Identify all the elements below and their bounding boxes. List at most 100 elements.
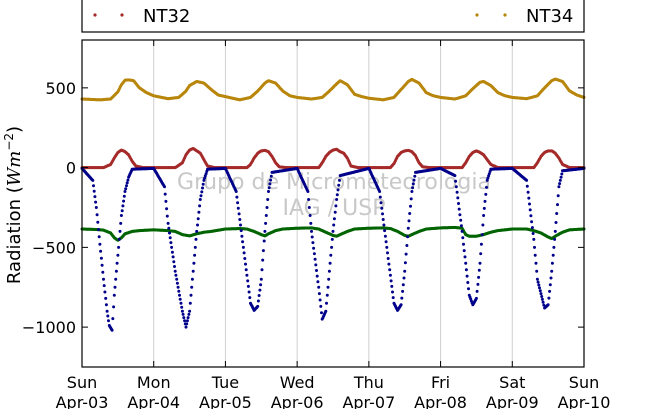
series-3-point	[306, 190, 310, 193]
series-3-point	[173, 265, 176, 268]
watermark-line-1: Grupo de Micrometeorologia	[177, 170, 491, 195]
series-3-point	[530, 226, 534, 230]
series-3-point	[184, 325, 188, 329]
series-3-point	[382, 223, 386, 227]
x-tick-day-label: Fri	[431, 373, 450, 392]
series-3-point	[196, 217, 200, 221]
series-3-point	[308, 214, 312, 217]
series-3-point	[328, 261, 332, 265]
series-3-point	[391, 296, 395, 300]
series-3-point	[102, 284, 106, 288]
series-3-point	[248, 296, 252, 300]
series-3-point	[526, 190, 530, 194]
series-3-point	[477, 268, 481, 272]
series-3-point	[467, 287, 470, 291]
series-3-point	[307, 198, 311, 201]
series-3-point	[542, 303, 546, 307]
series-3-point	[122, 194, 126, 198]
series-3-point	[104, 303, 108, 307]
series-3-point	[241, 240, 245, 244]
series-3-point	[311, 241, 315, 245]
series-3-point	[407, 219, 411, 223]
series-3-point	[188, 301, 192, 305]
series-3-point	[261, 258, 265, 262]
series-3-point	[96, 220, 100, 224]
series-3-point	[324, 309, 328, 313]
series-3-point	[163, 185, 166, 189]
series-3-point	[192, 261, 196, 265]
series-3-point	[404, 252, 408, 256]
series-3-point	[464, 268, 468, 272]
x-tick-date-label: Apr-09	[486, 393, 539, 409]
series-3-point	[112, 305, 116, 309]
x-tick-day-label: Tue	[211, 373, 239, 392]
legend: NT32 NT34	[81, 0, 585, 33]
legend-label-nt34: NT34	[526, 6, 573, 27]
series-3-point	[246, 284, 250, 288]
series-3-point	[201, 182, 205, 186]
series-3-point	[113, 285, 117, 289]
series-3-point	[400, 296, 404, 300]
series-3-point	[556, 203, 559, 207]
series-3-point	[408, 212, 412, 215]
series-3-point	[116, 253, 120, 257]
series-3-point	[466, 281, 470, 284]
series-3-point	[237, 212, 241, 216]
series-3-point	[99, 249, 103, 253]
series-3-point	[479, 252, 483, 256]
series-3-point	[453, 174, 457, 178]
series-3-point	[406, 235, 410, 239]
legend-marker-nt34	[475, 13, 479, 17]
series-3-point	[310, 229, 313, 233]
series-3-point	[405, 244, 409, 247]
series-3-point	[552, 245, 556, 249]
series-3-point	[175, 281, 179, 285]
series-3-point	[337, 183, 341, 187]
series-3-point	[119, 214, 123, 217]
series-3-point	[313, 257, 317, 261]
series-3-point	[171, 255, 175, 259]
series-3-point	[239, 229, 243, 233]
series-3-point	[101, 270, 105, 274]
series-3-point	[456, 196, 460, 200]
legend-marker-nt34	[503, 13, 507, 17]
series-3-point	[244, 262, 247, 266]
series-3-point	[338, 178, 341, 182]
series-3-point	[246, 279, 250, 283]
series-3-point	[201, 186, 204, 190]
series-3-point	[309, 221, 313, 225]
series-3-point	[104, 296, 108, 300]
series-3-point	[482, 206, 486, 210]
series-3-point	[335, 198, 339, 201]
series-3-point	[383, 229, 387, 233]
series-3-point	[548, 283, 552, 287]
series-3-point	[99, 256, 103, 260]
series-3-point	[114, 277, 118, 281]
series-3-point	[247, 290, 251, 294]
series-3-point	[236, 201, 240, 205]
series-3-point	[533, 253, 537, 257]
series-3-point	[399, 303, 403, 307]
series-3-point	[204, 172, 208, 176]
legend-label-nt32: NT32	[143, 6, 190, 27]
series-3-point	[459, 224, 463, 228]
series-3-point	[180, 309, 184, 313]
series-3-point	[464, 261, 468, 265]
series-3-point	[535, 277, 539, 281]
series-3-point	[530, 220, 534, 224]
series-3-point	[560, 172, 564, 176]
series-3-point	[463, 255, 467, 259]
series-3-point	[94, 200, 98, 204]
series-3-point	[126, 178, 130, 182]
series-3-point	[256, 299, 260, 303]
series-3-point	[187, 312, 191, 316]
legend-marker-nt32	[93, 13, 97, 17]
series-3-point	[402, 276, 406, 280]
series-3-point	[330, 237, 334, 241]
series-3-point	[386, 251, 389, 255]
series-3-point	[316, 280, 320, 284]
series-3-point	[269, 174, 273, 178]
series-3-point	[186, 316, 190, 320]
series-3-point	[412, 178, 416, 182]
series-3-point	[335, 193, 339, 197]
